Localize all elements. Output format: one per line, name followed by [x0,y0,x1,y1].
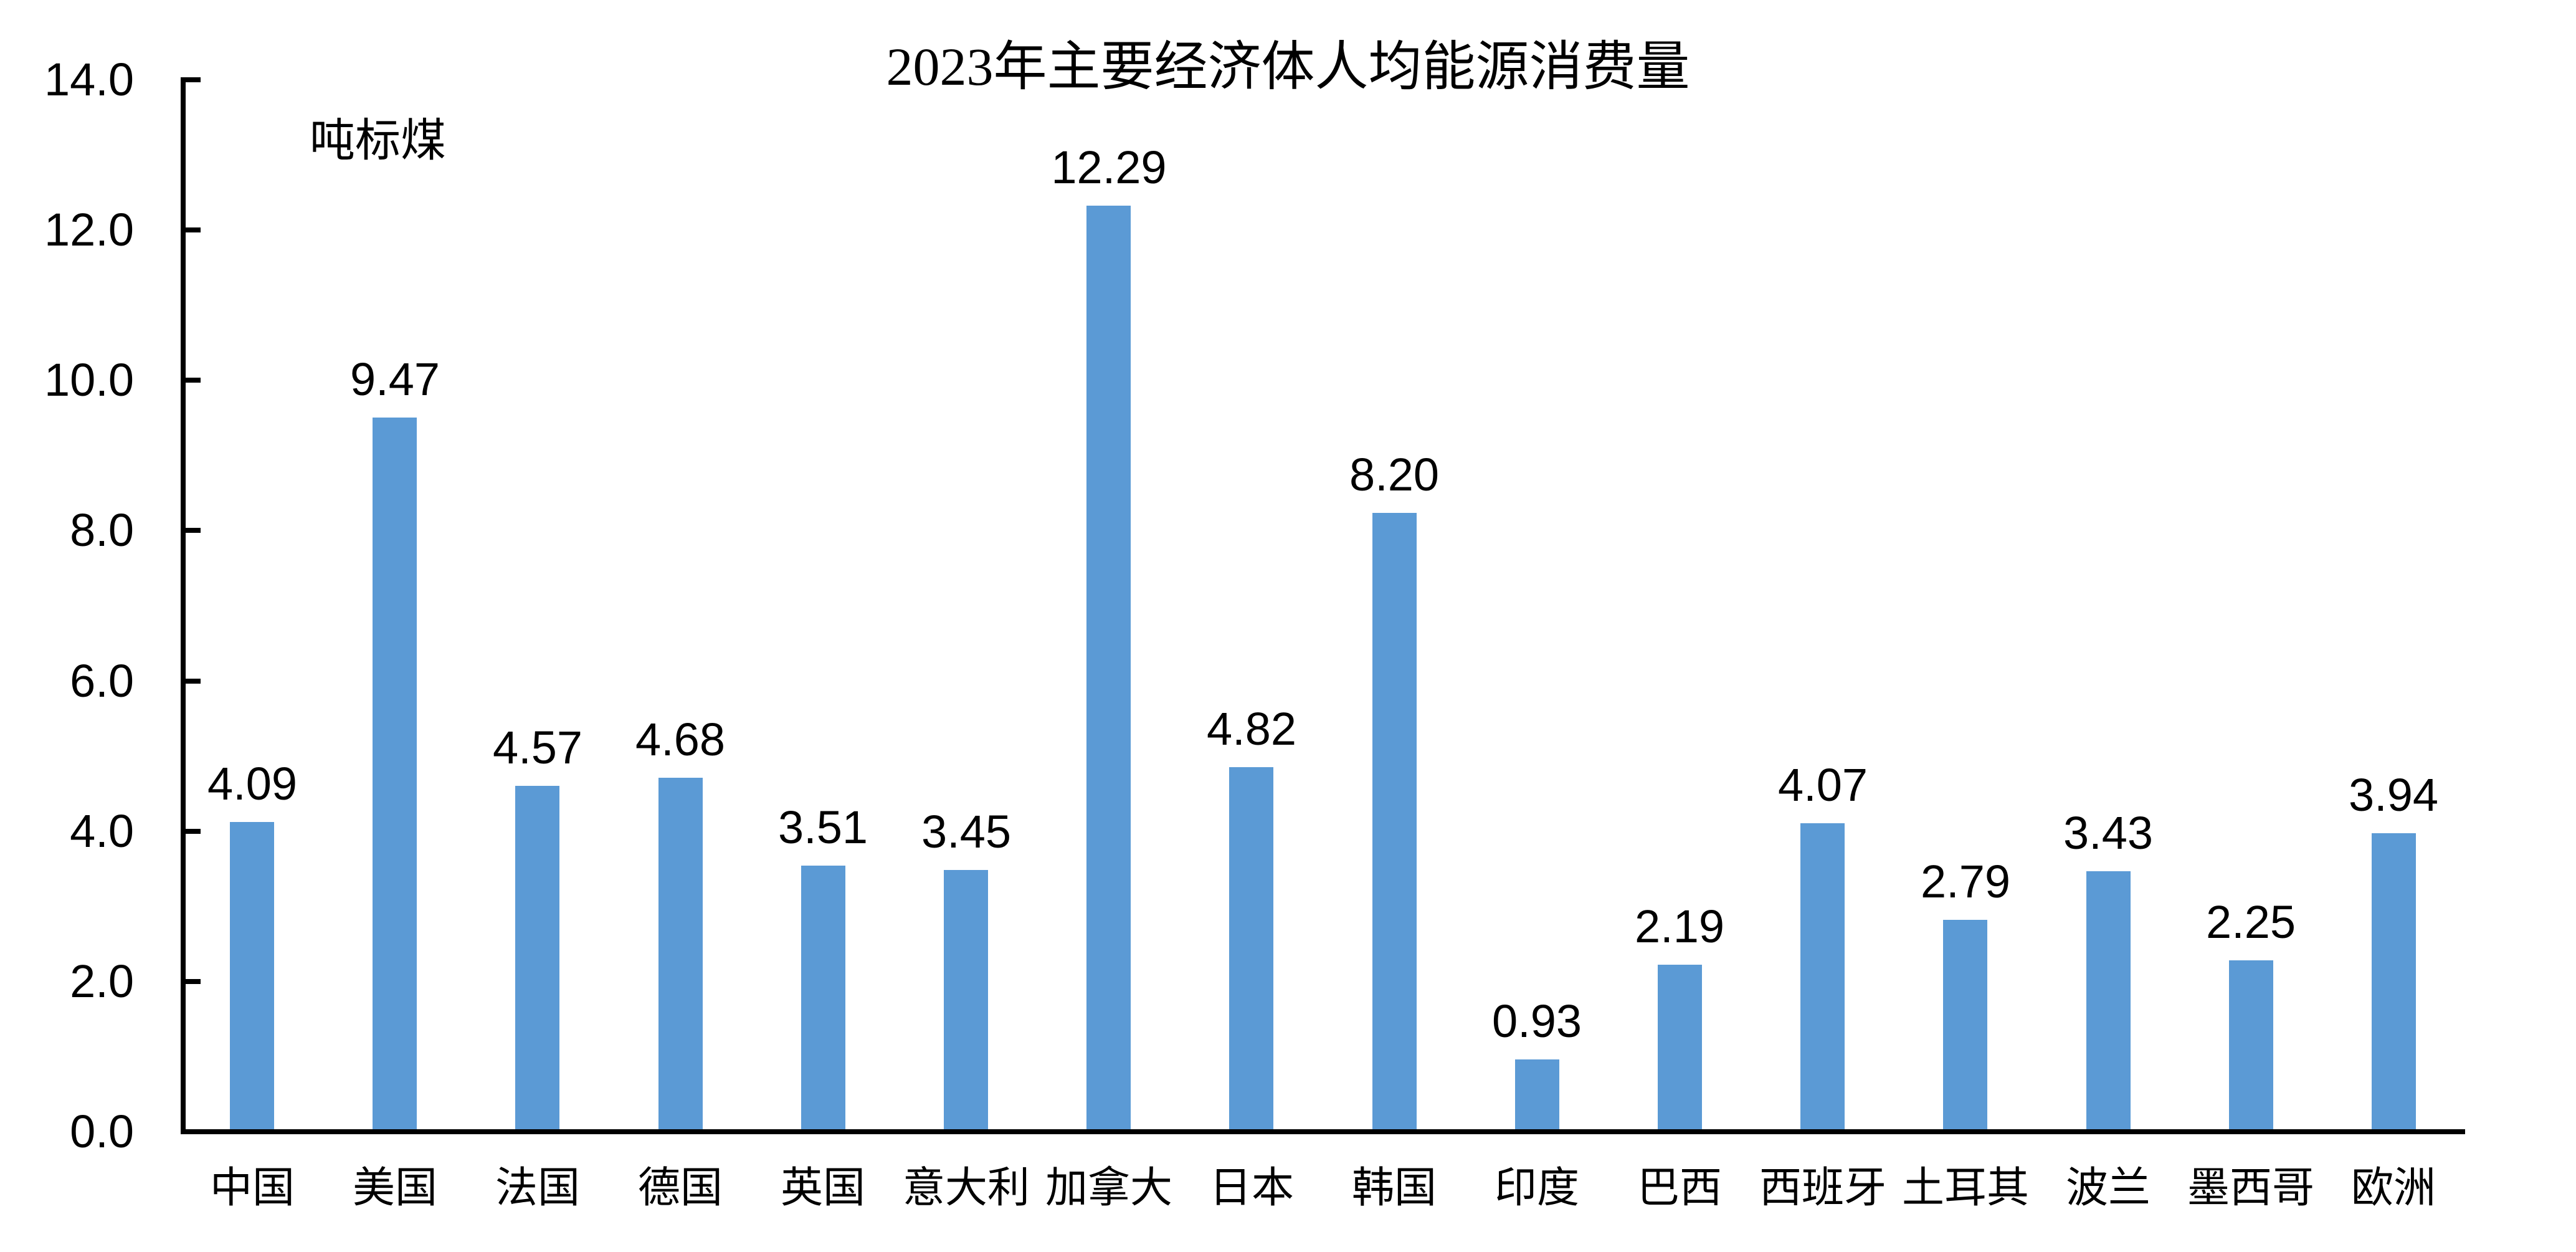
x-axis-category-label: 巴西 [1637,1164,1722,1211]
bar-value-label: 4.82 [1206,703,1297,755]
y-axis-tick [186,378,201,383]
y-axis-tick-label: 0.0 [70,1106,134,1157]
bar-value-label: 12.29 [1051,141,1167,193]
bar-波兰 [2086,871,2131,1129]
y-axis-tick-label: 14.0 [44,54,134,106]
bar-土耳其 [1943,920,1987,1129]
bar-韩国 [1372,513,1417,1129]
x-axis-category-label: 中国 [209,1164,295,1211]
bar-value-label: 4.57 [492,722,583,773]
bar-value-label: 8.20 [1349,449,1440,500]
x-axis-category-label: 日本 [1209,1164,1294,1211]
x-axis-category-label: 土耳其 [1901,1164,2029,1211]
bar-value-label: 3.51 [777,801,868,853]
x-axis-category-label: 欧洲 [2350,1164,2436,1211]
y-axis-tick [186,227,201,233]
bar-日本 [1229,767,1273,1129]
x-axis-category-label: 印度 [1494,1164,1579,1211]
bar-欧洲 [2372,833,2416,1129]
x-axis-category-label: 波兰 [2065,1164,2151,1211]
bar-value-label: 0.93 [1491,995,1582,1047]
chart-title: 2023年主要经济体人均能源消费量 [886,37,1690,97]
bar-value-label: 2.79 [1920,856,2011,907]
y-axis-tick [186,828,201,834]
y-axis-tick-label: 12.0 [44,204,134,256]
bar-西班牙 [1800,823,1845,1129]
bar-value-label: 3.94 [2348,769,2439,821]
bar-美国 [373,418,417,1129]
x-axis-category-label: 墨西哥 [2187,1164,2314,1211]
bar-意大利 [944,870,988,1129]
y-axis-tick-label: 10.0 [44,354,134,406]
bar-value-label: 2.19 [1634,901,1725,952]
x-axis-category-label: 意大利 [902,1164,1030,1211]
x-axis-category-label: 韩国 [1351,1164,1437,1211]
y-axis-tick-label: 8.0 [70,504,134,557]
x-axis-category-label: 西班牙 [1759,1164,1886,1211]
bar-value-label: 4.68 [635,714,726,765]
y-axis-tick [186,678,201,684]
bar-加拿大 [1086,206,1131,1129]
bar-value-label: 2.25 [2205,896,2296,948]
bar-法国 [515,786,559,1129]
bar-巴西 [1658,965,1702,1129]
bar-德国 [658,778,703,1129]
y-axis-tick [186,77,201,83]
bar-印度 [1515,1059,1559,1129]
bar-value-label: 4.09 [207,758,298,810]
bar-英国 [801,866,845,1129]
x-axis-category-label: 加拿大 [1045,1164,1172,1211]
x-axis-category-label: 英国 [780,1164,865,1211]
y-axis-line [181,77,186,1134]
bar-value-label: 3.45 [921,806,1012,858]
bar-墨西哥 [2229,960,2273,1129]
y-axis-tick [186,528,201,533]
y-axis-tick-label: 2.0 [70,955,134,1007]
bar-value-label: 4.07 [1777,759,1868,811]
y-axis-tick-label: 6.0 [70,654,134,707]
x-axis-category-label: 德国 [637,1164,723,1211]
bar-中国 [230,822,274,1129]
x-axis-category-label: 美国 [352,1164,437,1211]
y-axis-tick-label: 4.0 [70,805,134,857]
x-axis-category-label: 法国 [495,1164,580,1211]
bar-value-label: 3.43 [2063,807,2154,859]
y-axis-unit-label: 吨标煤 [310,115,446,166]
bar-value-label: 9.47 [349,353,440,405]
x-axis-line [181,1129,2465,1134]
y-axis-tick [186,978,201,984]
